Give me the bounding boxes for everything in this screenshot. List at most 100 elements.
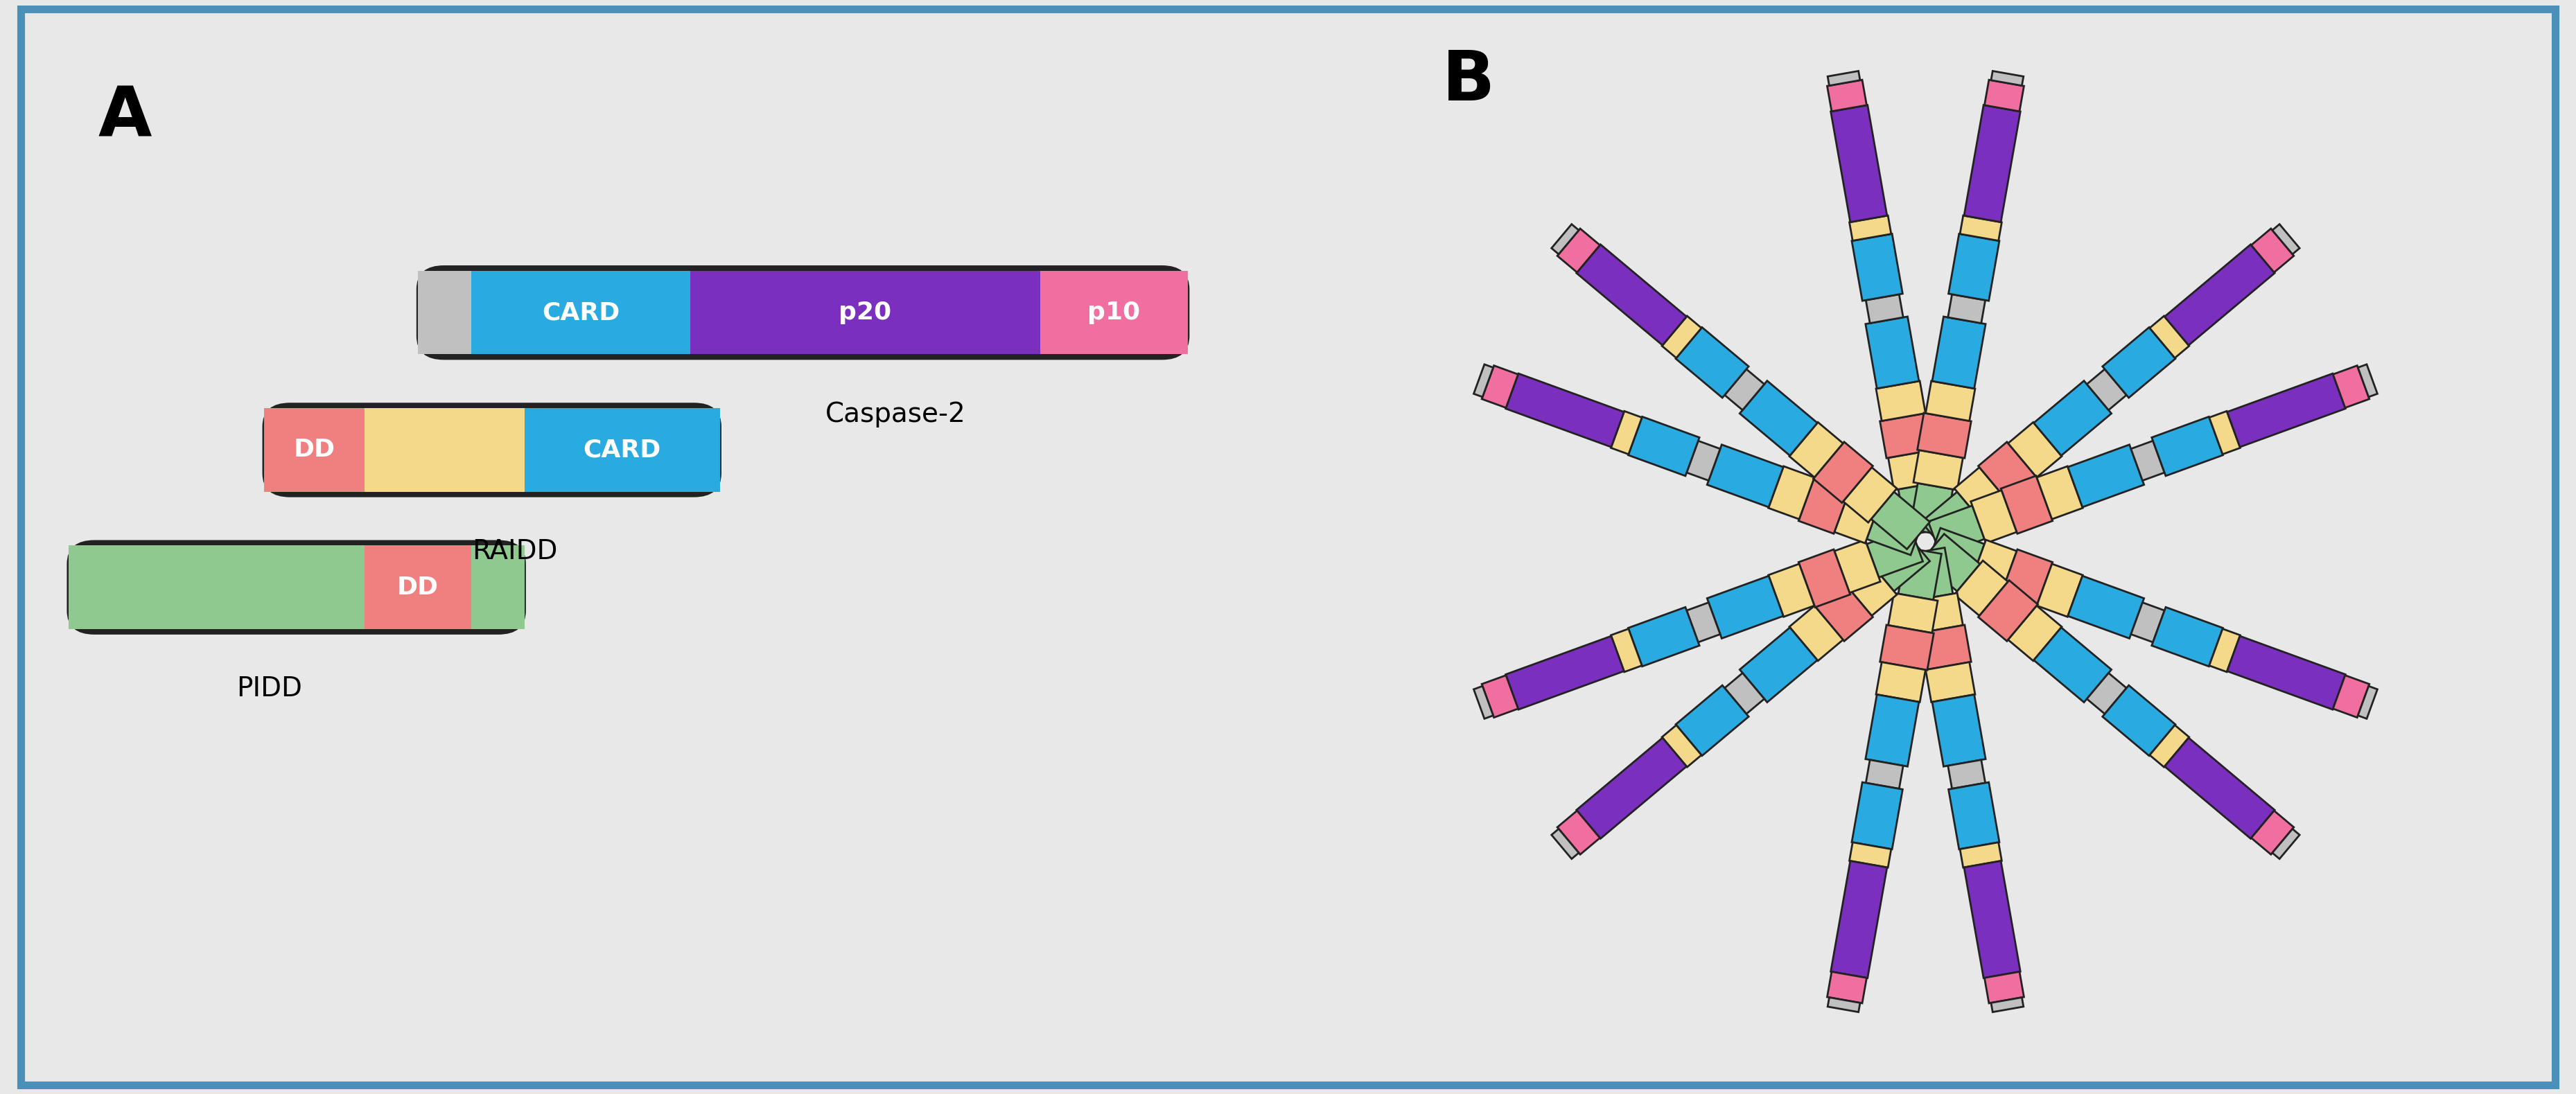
Text: A: A <box>98 83 152 151</box>
Bar <box>67 546 366 629</box>
Polygon shape <box>1914 593 1963 633</box>
Polygon shape <box>2069 575 2143 639</box>
Polygon shape <box>1880 625 1935 671</box>
Polygon shape <box>1662 316 1703 358</box>
Polygon shape <box>2210 411 2241 454</box>
Polygon shape <box>2228 636 2347 710</box>
Polygon shape <box>1971 490 2017 544</box>
Polygon shape <box>1922 534 1981 591</box>
Polygon shape <box>1929 528 1984 578</box>
Text: RAIDD: RAIDD <box>471 538 556 565</box>
Polygon shape <box>1739 628 1816 702</box>
Bar <box>1041 271 1188 354</box>
Polygon shape <box>2038 563 2084 617</box>
Polygon shape <box>2148 725 2190 767</box>
Polygon shape <box>2038 466 2084 520</box>
Bar <box>471 546 526 629</box>
Polygon shape <box>2357 686 2378 719</box>
Polygon shape <box>2035 628 2112 702</box>
Polygon shape <box>1481 365 1517 408</box>
Polygon shape <box>1473 364 1494 397</box>
Polygon shape <box>1834 539 1880 593</box>
Text: PIDD: PIDD <box>237 676 301 702</box>
Polygon shape <box>1504 636 1623 710</box>
Polygon shape <box>2087 673 2128 714</box>
FancyBboxPatch shape <box>417 267 1188 359</box>
Polygon shape <box>1832 105 1888 222</box>
Polygon shape <box>1932 316 1986 388</box>
Polygon shape <box>1955 560 2007 616</box>
Polygon shape <box>1963 861 2020 978</box>
Polygon shape <box>2035 381 2112 455</box>
Polygon shape <box>1850 842 1891 868</box>
Polygon shape <box>1960 842 2002 868</box>
Polygon shape <box>1984 80 2025 112</box>
Polygon shape <box>1917 625 1971 671</box>
Polygon shape <box>1677 685 1749 756</box>
Polygon shape <box>1826 971 1868 1003</box>
Polygon shape <box>2130 603 2164 642</box>
Polygon shape <box>1899 548 1942 600</box>
Polygon shape <box>1865 316 1919 388</box>
Polygon shape <box>1558 229 1600 272</box>
Polygon shape <box>1826 998 1860 1012</box>
Polygon shape <box>2102 327 2174 398</box>
Polygon shape <box>1832 861 1888 978</box>
Polygon shape <box>1708 575 1783 639</box>
Polygon shape <box>1875 381 1924 421</box>
Polygon shape <box>1551 829 1579 859</box>
Polygon shape <box>1850 216 1891 241</box>
Polygon shape <box>1577 244 1687 346</box>
Polygon shape <box>1888 450 1937 490</box>
Polygon shape <box>2102 685 2174 756</box>
FancyBboxPatch shape <box>263 404 721 496</box>
Polygon shape <box>2228 373 2347 447</box>
Bar <box>366 408 526 491</box>
Polygon shape <box>1960 216 2002 241</box>
Polygon shape <box>2251 811 2293 854</box>
Polygon shape <box>1677 327 1749 398</box>
Polygon shape <box>1790 606 1842 661</box>
Polygon shape <box>1504 373 1623 447</box>
Polygon shape <box>1852 782 1904 849</box>
Polygon shape <box>1628 417 1700 476</box>
Polygon shape <box>1834 490 1880 544</box>
Polygon shape <box>1767 466 1814 520</box>
Polygon shape <box>1914 450 1963 490</box>
Polygon shape <box>1723 369 1765 410</box>
Polygon shape <box>1991 71 2025 85</box>
Polygon shape <box>1963 105 2020 222</box>
Polygon shape <box>1899 484 1942 535</box>
Polygon shape <box>1798 549 1850 607</box>
Polygon shape <box>1932 695 1986 767</box>
Polygon shape <box>1723 673 1765 714</box>
Polygon shape <box>2334 675 2370 718</box>
Polygon shape <box>1814 442 1873 503</box>
Text: p20: p20 <box>840 301 891 325</box>
Polygon shape <box>1844 560 1896 616</box>
Polygon shape <box>1577 737 1687 839</box>
Text: p10: p10 <box>1087 301 1141 325</box>
Polygon shape <box>1947 234 1999 301</box>
Polygon shape <box>1610 411 1641 454</box>
Polygon shape <box>2130 441 2164 480</box>
Text: Caspase-2: Caspase-2 <box>824 401 966 428</box>
Polygon shape <box>2009 422 2061 477</box>
Polygon shape <box>1971 539 2017 593</box>
Polygon shape <box>1984 971 2025 1003</box>
Polygon shape <box>1909 548 1953 600</box>
Polygon shape <box>1947 782 1999 849</box>
Polygon shape <box>1991 998 2025 1012</box>
Polygon shape <box>2164 244 2275 346</box>
Polygon shape <box>1865 695 1919 767</box>
Polygon shape <box>1662 725 1703 767</box>
Text: DD: DD <box>294 439 335 462</box>
Polygon shape <box>2210 629 2241 672</box>
Polygon shape <box>1473 686 1494 719</box>
Text: DD: DD <box>397 575 438 600</box>
Polygon shape <box>1875 662 1924 702</box>
Polygon shape <box>2069 444 2143 508</box>
Bar <box>690 271 1041 354</box>
Polygon shape <box>1790 422 1842 477</box>
Polygon shape <box>1870 492 1929 549</box>
